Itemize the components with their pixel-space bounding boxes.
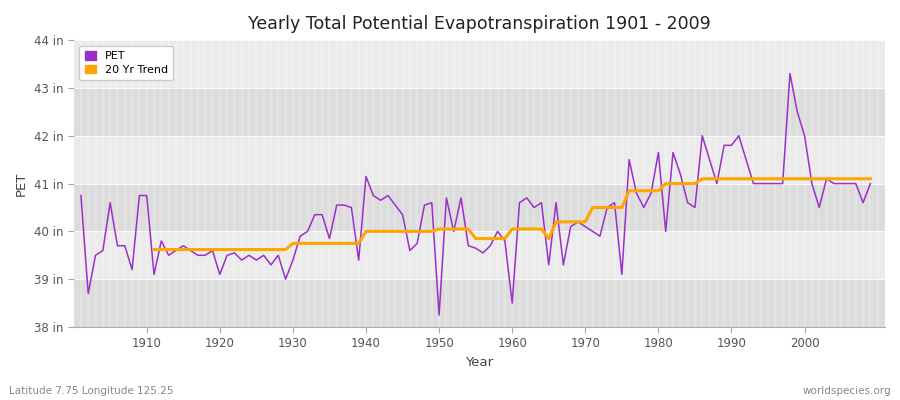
- Line: 20 Yr Trend: 20 Yr Trend: [154, 179, 870, 250]
- 20 Yr Trend: [865, 176, 876, 181]
- Text: Latitude 7.75 Longitude 125.25: Latitude 7.75 Longitude 125.25: [9, 386, 174, 396]
- Bar: [74, 279, 885, 327]
- Bar: [74, 136, 885, 184]
- PET: [434, 313, 445, 318]
- Bar: [74, 184, 885, 231]
- Line: PET: PET: [81, 74, 870, 315]
- 20 Yr Trend: [697, 176, 707, 181]
- PET: [865, 181, 876, 186]
- Bar: [74, 88, 885, 136]
- Y-axis label: PET: PET: [15, 171, 28, 196]
- 20 Yr Trend: [317, 241, 328, 246]
- PET: [507, 301, 517, 306]
- 20 Yr Trend: [148, 247, 159, 252]
- X-axis label: Year: Year: [465, 356, 493, 369]
- PET: [602, 205, 613, 210]
- Bar: [74, 40, 885, 88]
- PET: [785, 71, 796, 76]
- 20 Yr Trend: [719, 176, 730, 181]
- Bar: [74, 231, 885, 279]
- PET: [514, 200, 525, 205]
- Title: Yearly Total Potential Evapotranspiration 1901 - 2009: Yearly Total Potential Evapotranspiratio…: [248, 15, 711, 33]
- PET: [134, 193, 145, 198]
- 20 Yr Trend: [528, 226, 539, 231]
- PET: [295, 234, 306, 238]
- PET: [338, 203, 349, 208]
- 20 Yr Trend: [507, 226, 517, 231]
- Legend: PET, 20 Yr Trend: PET, 20 Yr Trend: [79, 46, 174, 80]
- 20 Yr Trend: [368, 229, 379, 234]
- PET: [76, 193, 86, 198]
- 20 Yr Trend: [338, 241, 349, 246]
- Text: worldspecies.org: worldspecies.org: [803, 386, 891, 396]
